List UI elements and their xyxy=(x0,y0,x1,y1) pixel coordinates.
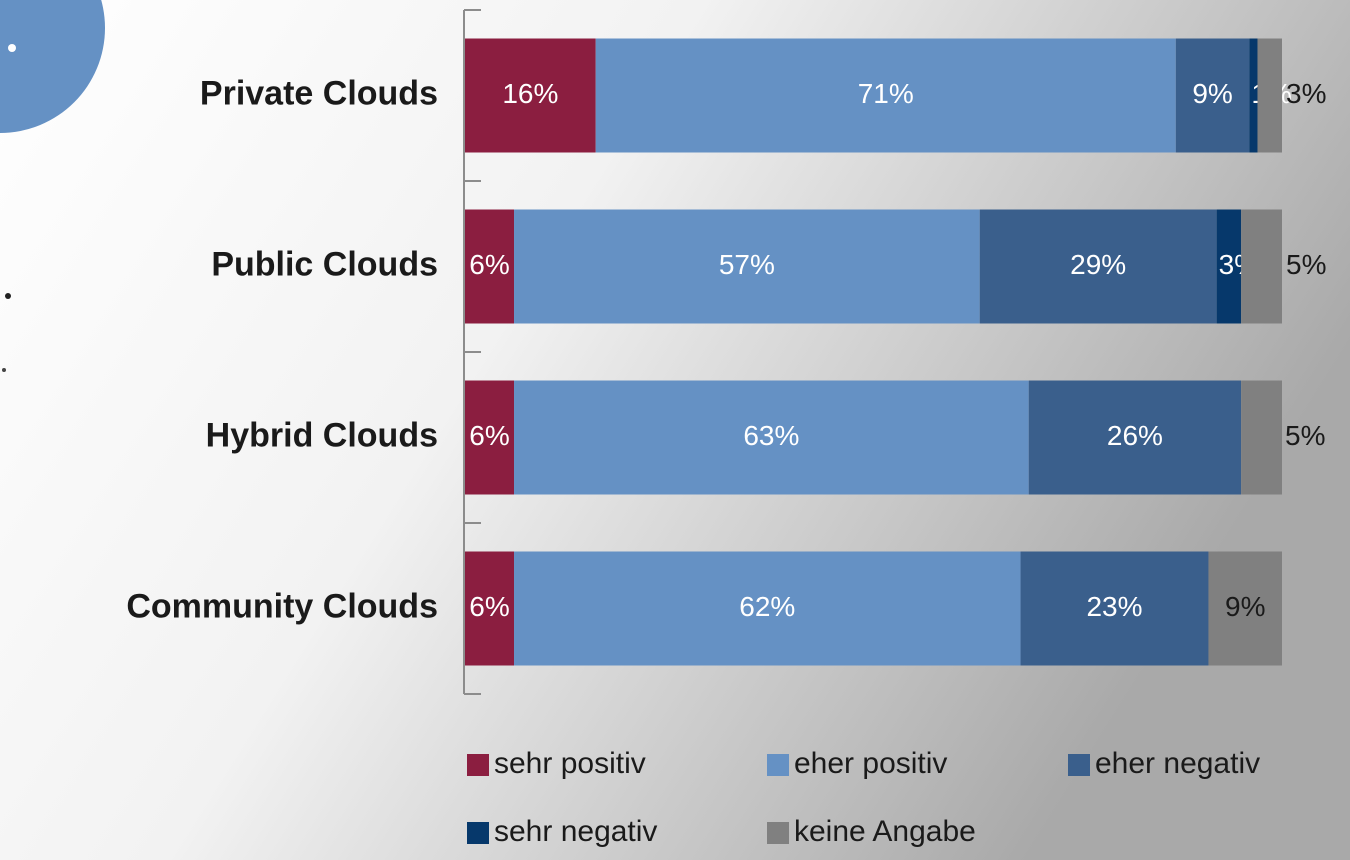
bar-segment xyxy=(595,38,1176,153)
bar-segment xyxy=(1028,380,1242,495)
data-label: 62% xyxy=(739,591,795,622)
legend-label: eher positiv xyxy=(794,747,947,780)
data-label: 3% xyxy=(1286,78,1326,109)
data-label: 9% xyxy=(1192,78,1232,109)
decor-dot xyxy=(5,293,11,299)
data-label: 5% xyxy=(1286,249,1326,280)
bar-segment xyxy=(1208,551,1282,666)
legend-swatch xyxy=(1068,754,1090,776)
category-label: Hybrid Clouds xyxy=(206,416,438,454)
legend-swatch xyxy=(767,754,789,776)
data-label: 6% xyxy=(469,591,509,622)
bar-segment xyxy=(1241,209,1282,324)
bar-segment xyxy=(1257,38,1282,153)
category-label: Community Clouds xyxy=(126,587,438,625)
data-label: 6% xyxy=(469,249,509,280)
bar-segment xyxy=(1175,38,1250,153)
data-label: 29% xyxy=(1070,249,1126,280)
legend-label: keine Angabe xyxy=(794,815,976,848)
category-label: Public Clouds xyxy=(211,245,438,283)
bar-segment xyxy=(1241,380,1282,495)
bar-segment xyxy=(979,209,1217,324)
data-label: 9% xyxy=(1225,591,1265,622)
data-label: 57% xyxy=(719,249,775,280)
decor-dot xyxy=(8,44,16,52)
decor-dot xyxy=(2,368,6,372)
bar-segment xyxy=(465,551,515,666)
bar-segment xyxy=(465,209,515,324)
bar-segment xyxy=(514,551,1021,666)
data-label: 6% xyxy=(469,420,509,451)
bar-segment xyxy=(465,38,596,153)
data-label: 26% xyxy=(1107,420,1163,451)
legend-swatch xyxy=(467,822,489,844)
bar-segment xyxy=(514,209,980,324)
legend-label: eher negativ xyxy=(1095,747,1260,780)
bar-segment xyxy=(514,380,1029,495)
data-label: 63% xyxy=(743,420,799,451)
bar-segment xyxy=(1216,209,1242,324)
bar-segment xyxy=(1020,551,1209,666)
decor-circle xyxy=(0,0,105,133)
legend-swatch xyxy=(767,822,789,844)
bar-segment xyxy=(465,380,515,495)
legend-label: sehr negativ xyxy=(494,815,657,848)
category-label: Private Clouds xyxy=(200,74,438,112)
data-label: 5% xyxy=(1285,420,1325,451)
legend-swatch xyxy=(467,754,489,776)
legend-label: sehr positiv xyxy=(494,747,646,780)
data-label: 16% xyxy=(502,78,558,109)
data-label: 23% xyxy=(1086,591,1142,622)
bar-segment xyxy=(1249,38,1258,153)
axis xyxy=(463,9,481,695)
data-label: 71% xyxy=(858,78,914,109)
